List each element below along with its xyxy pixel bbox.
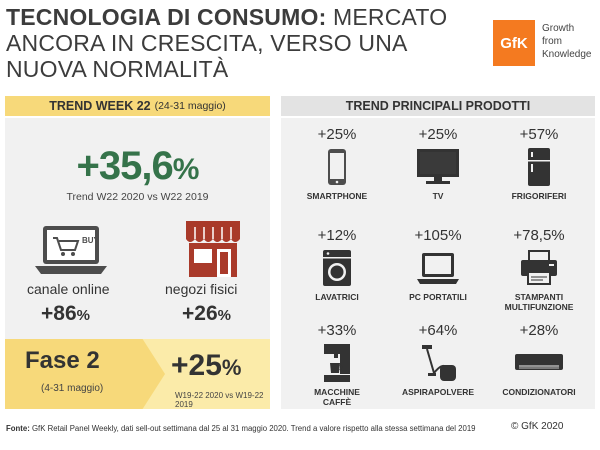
title-bold: TECNOLOGIA DI CONSUMO: <box>6 4 327 30</box>
overall-trend-number: +35,6 <box>76 144 174 188</box>
product-name: FRIGORIFERI <box>511 191 567 201</box>
product-value: +12% <box>317 227 357 244</box>
product-vacuum: +64% ASPIRAPOLVERE <box>392 322 484 397</box>
tagline-line-1: Growth <box>542 23 575 34</box>
product-laptop: +105% PC PORTATILI <box>392 227 484 302</box>
buy-badge: BUY <box>82 236 100 245</box>
source-text: GfK Retail Panel Weekly, dati sell-out s… <box>29 424 476 433</box>
online-value-pct: % <box>76 307 90 324</box>
product-name: STAMPANTI MULTIFUNZIONE <box>504 292 574 312</box>
product-name: SMARTPHONE <box>306 191 368 201</box>
product-smartphone: +25% SMARTPHONE <box>291 126 383 201</box>
title-rest: MERCATO ANCORA IN CRESCITA, VERSO UNA NU… <box>6 4 448 82</box>
products-header: TREND PRINCIPALI PRODOTTI <box>281 96 595 118</box>
product-name: PC PORTATILI <box>409 292 467 302</box>
smartphone-icon <box>328 149 346 185</box>
product-value: +64% <box>418 322 458 339</box>
overall-trend-caption: Trend W22 2020 vs W22 2019 <box>66 191 209 203</box>
trend-week-panel: TREND WEEK 22 (24-31 maggio) +35,6% Tren… <box>5 96 270 339</box>
printer-icon <box>521 250 557 285</box>
store-icon <box>186 221 240 277</box>
product-name: LAVATRICI <box>315 292 359 302</box>
stores-value-pct: % <box>217 307 231 324</box>
copyright: © GfK 2020 <box>511 421 564 432</box>
laptop-icon <box>417 253 459 284</box>
page-title: TECNOLOGIA DI CONSUMO: MERCATO ANCORA IN… <box>6 4 486 82</box>
stores-value-number: +26 <box>182 302 218 325</box>
fase-2-title: Fase 2 <box>25 347 100 374</box>
vacuum-icon <box>422 345 456 381</box>
stores-channel-value: +26% <box>182 302 231 326</box>
product-fridge: +57% FRIGORIFERI <box>493 126 585 201</box>
product-tv: +25% TV <box>392 126 484 201</box>
fase-2-dates: (4-31 maggio) <box>41 383 104 394</box>
air-conditioner-icon <box>515 354 563 370</box>
source-note: Fonte: GfK Retail Panel Weekly, dati sel… <box>6 424 476 433</box>
fase-2-value: +25% <box>171 349 241 383</box>
source-label: Fonte: <box>6 424 30 433</box>
product-printer: +78,5% STAMPANTI MULTIFUNZIONE <box>493 227 585 312</box>
product-name: TV <box>432 191 444 201</box>
product-value: +28% <box>519 322 559 339</box>
product-coffee-machine: +33% MACCHINE CAFFÈ <box>291 322 383 407</box>
gfk-logo: GfK <box>493 20 535 66</box>
product-value: +78,5% <box>513 227 565 244</box>
product-value: +105% <box>414 227 462 244</box>
tv-icon <box>417 149 459 184</box>
product-value: +25% <box>317 126 357 143</box>
fase-2-band: Fase 2 (4-31 maggio) +25% W19-22 2020 vs… <box>5 339 270 409</box>
overall-trend-value: +35,6% <box>5 144 270 189</box>
product-air-conditioner: +28% CONDIZIONATORI <box>493 322 585 397</box>
product-value: +33% <box>317 322 357 339</box>
fase-2-arrow <box>5 339 165 409</box>
fase-2-number: +25 <box>171 349 222 382</box>
fridge-icon <box>528 148 550 186</box>
trend-week-dates: (24-31 maggio) <box>154 100 226 112</box>
product-name: MACCHINE CAFFÈ <box>314 387 360 407</box>
products-panel: TREND PRINCIPALI PRODOTTI +25% SMARTPHON… <box>281 96 595 409</box>
online-channel-value: +86% <box>41 302 90 326</box>
fase-2-comparison: W19-22 2020 vs W19-22 2019 <box>175 391 264 409</box>
product-washing-machine: +12% LAVATRICI <box>291 227 383 302</box>
trend-week-header: TREND WEEK 22 (24-31 maggio) <box>5 96 270 118</box>
fase-2-pct: % <box>221 355 242 380</box>
trend-week-title: TREND WEEK 22 <box>49 99 151 113</box>
washing-machine-icon <box>323 250 351 286</box>
stores-channel-label: negozi fisici <box>165 281 238 297</box>
tagline-line-3: Knowledge <box>542 49 592 60</box>
product-value: +25% <box>418 126 458 143</box>
product-name: ASPIRAPOLVERE <box>401 387 475 397</box>
overall-trend-pct: % <box>172 153 200 186</box>
coffee-machine-icon <box>324 344 350 382</box>
online-channel-label: canale online <box>27 281 110 297</box>
product-value: +57% <box>519 126 559 143</box>
product-name: CONDIZIONATORI <box>502 387 576 397</box>
online-value-number: +86 <box>41 302 77 325</box>
gfk-tagline: Growth from Knowledge <box>542 22 591 61</box>
online-laptop-icon: BUY <box>35 226 107 274</box>
tagline-line-2: from <box>542 36 562 47</box>
